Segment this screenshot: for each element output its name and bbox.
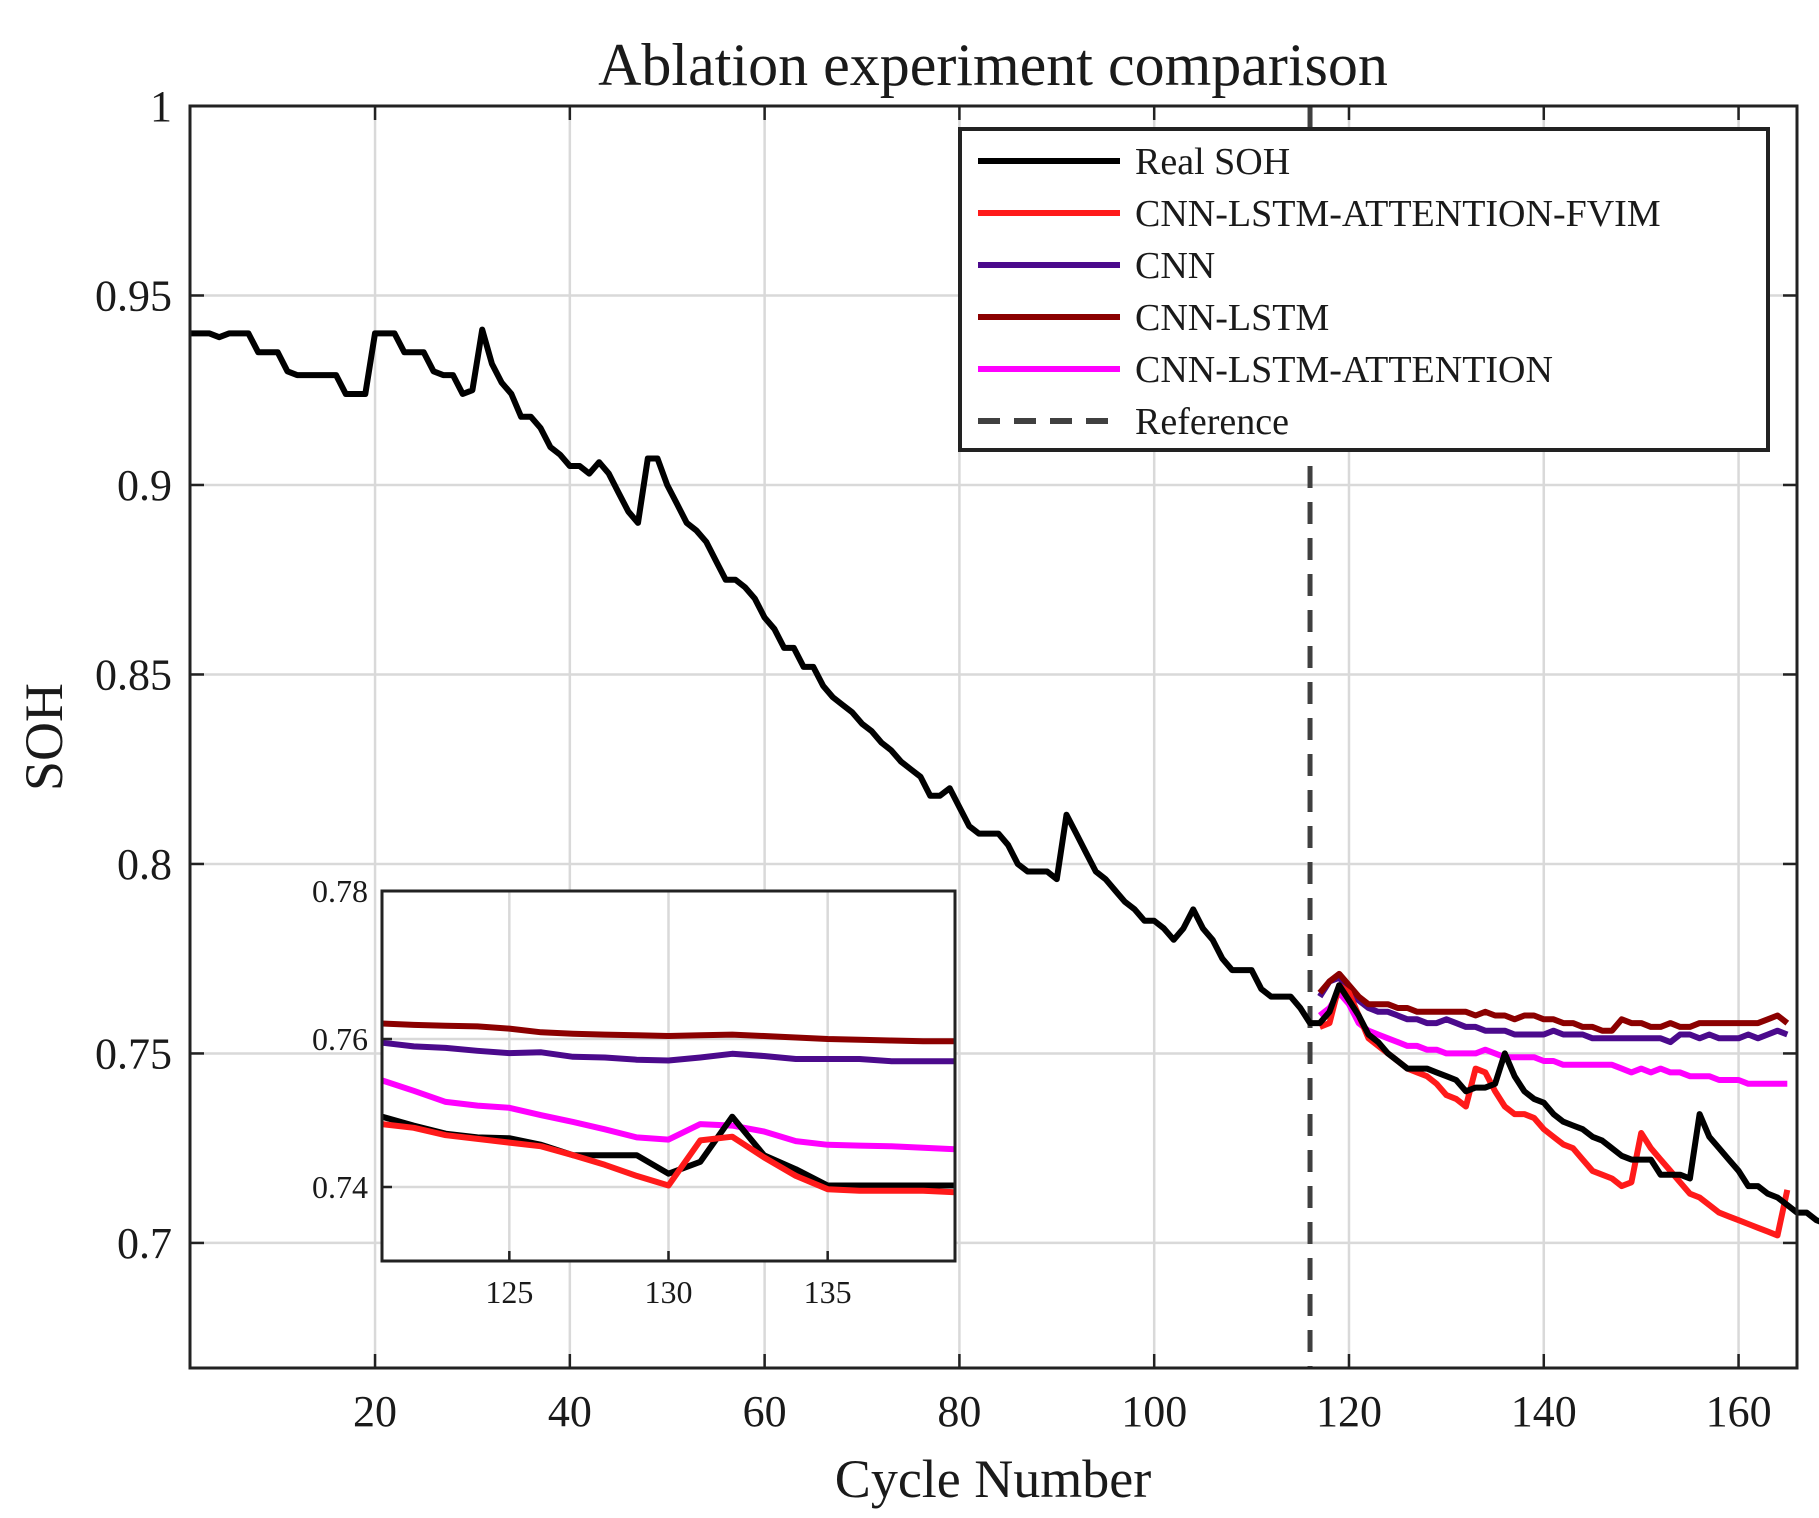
y-tick-label: 0.85 [95,650,172,699]
legend-label: Real SOH [1135,141,1290,183]
y-axis-title: SOH [14,683,74,791]
inset-series-group [381,1020,956,1196]
x-tick-label: 40 [548,1387,592,1436]
x-tick-label: 60 [743,1387,787,1436]
inset-y-tick-label: 0.74 [312,1169,368,1205]
legend: Real SOH CNN-LSTM-ATTENTION-FVIM CNN CNN-LS… [958,127,1770,452]
inset-x-tick-label: 125 [485,1274,533,1310]
inset-chart: 125 130 135 0.74 0.76 0.78 [312,873,957,1310]
series-line-cnn-lstm [1317,970,1790,1034]
y-tick-label: 0.7 [117,1219,172,1268]
y-tick-label: 0.9 [117,461,172,510]
inset-frame [380,889,957,1263]
plot-frame [188,104,1799,1370]
inset-series-line-cnn-lstm [381,1020,955,1045]
legend-label: CNN [1135,245,1215,287]
y-tick-label: 0.8 [117,840,172,889]
inset-series-line-cnn-lstm-attention [381,1077,956,1153]
inset-x-tick-label: 135 [804,1274,852,1310]
inset-series-line-cnn [381,1039,955,1065]
legend-label: CNN-LSTM [1135,297,1329,339]
x-tick-label: 80 [937,1387,981,1436]
legend-item-cnn-lstm: CNN-LSTM [978,297,1329,339]
x-tick-label: 140 [1511,1387,1577,1436]
inset-ticks-group: 125 130 135 0.74 0.76 0.78 [312,873,852,1310]
legend-item-real-soh: Real SOH [978,141,1290,183]
series-line-cnn-lstm-attention [1317,989,1788,1087]
x-tick-label: 120 [1316,1387,1382,1436]
legend-item-cnn-lstm-attention-fvim: CNN-LSTM-ATTENTION-FVIM [978,193,1661,235]
y-tick-label: 0.75 [95,1029,172,1078]
legend-label: CNN-LSTM-ATTENTION-FVIM [1135,193,1661,235]
x-tick-label: 20 [353,1387,397,1436]
inset-y-tick-label: 0.76 [312,1021,368,1057]
legend-items: Real SOH CNN-LSTM-ATTENTION-FVIM CNN CNN-LS… [978,141,1661,443]
legend-item-reference: Reference [978,401,1289,443]
legend-item-cnn-lstm-attention: CNN-LSTM-ATTENTION [978,349,1553,391]
inset-x-tick-label: 130 [645,1274,693,1310]
legend-item-cnn: CNN [978,245,1215,287]
main-ticks-group: 20 40 60 80 100 120 140 160 0.7 0.75 0.8 0.85 0.9 0.9… [95,82,1797,1436]
series-line-real-soh [190,326,1819,1225]
main-series-group [190,106,1819,1368]
x-tick-label: 160 [1706,1387,1772,1436]
y-tick-label: 0.95 [95,271,172,320]
inset-series-line-cnn-lstm-attention-fvim [381,1121,956,1196]
x-axis-title: Cycle Number [835,1449,1151,1509]
legend-box [958,127,1770,452]
x-tick-label: 100 [1121,1387,1187,1436]
inset-y-tick-label: 0.78 [312,873,368,909]
series-line-cnn [1317,974,1789,1046]
legend-label: Reference [1135,401,1289,443]
legend-label: CNN-LSTM-ATTENTION [1135,349,1553,391]
chart-title: Ablation experiment comparison [598,32,1388,98]
y-tick-label: 1 [150,82,172,131]
